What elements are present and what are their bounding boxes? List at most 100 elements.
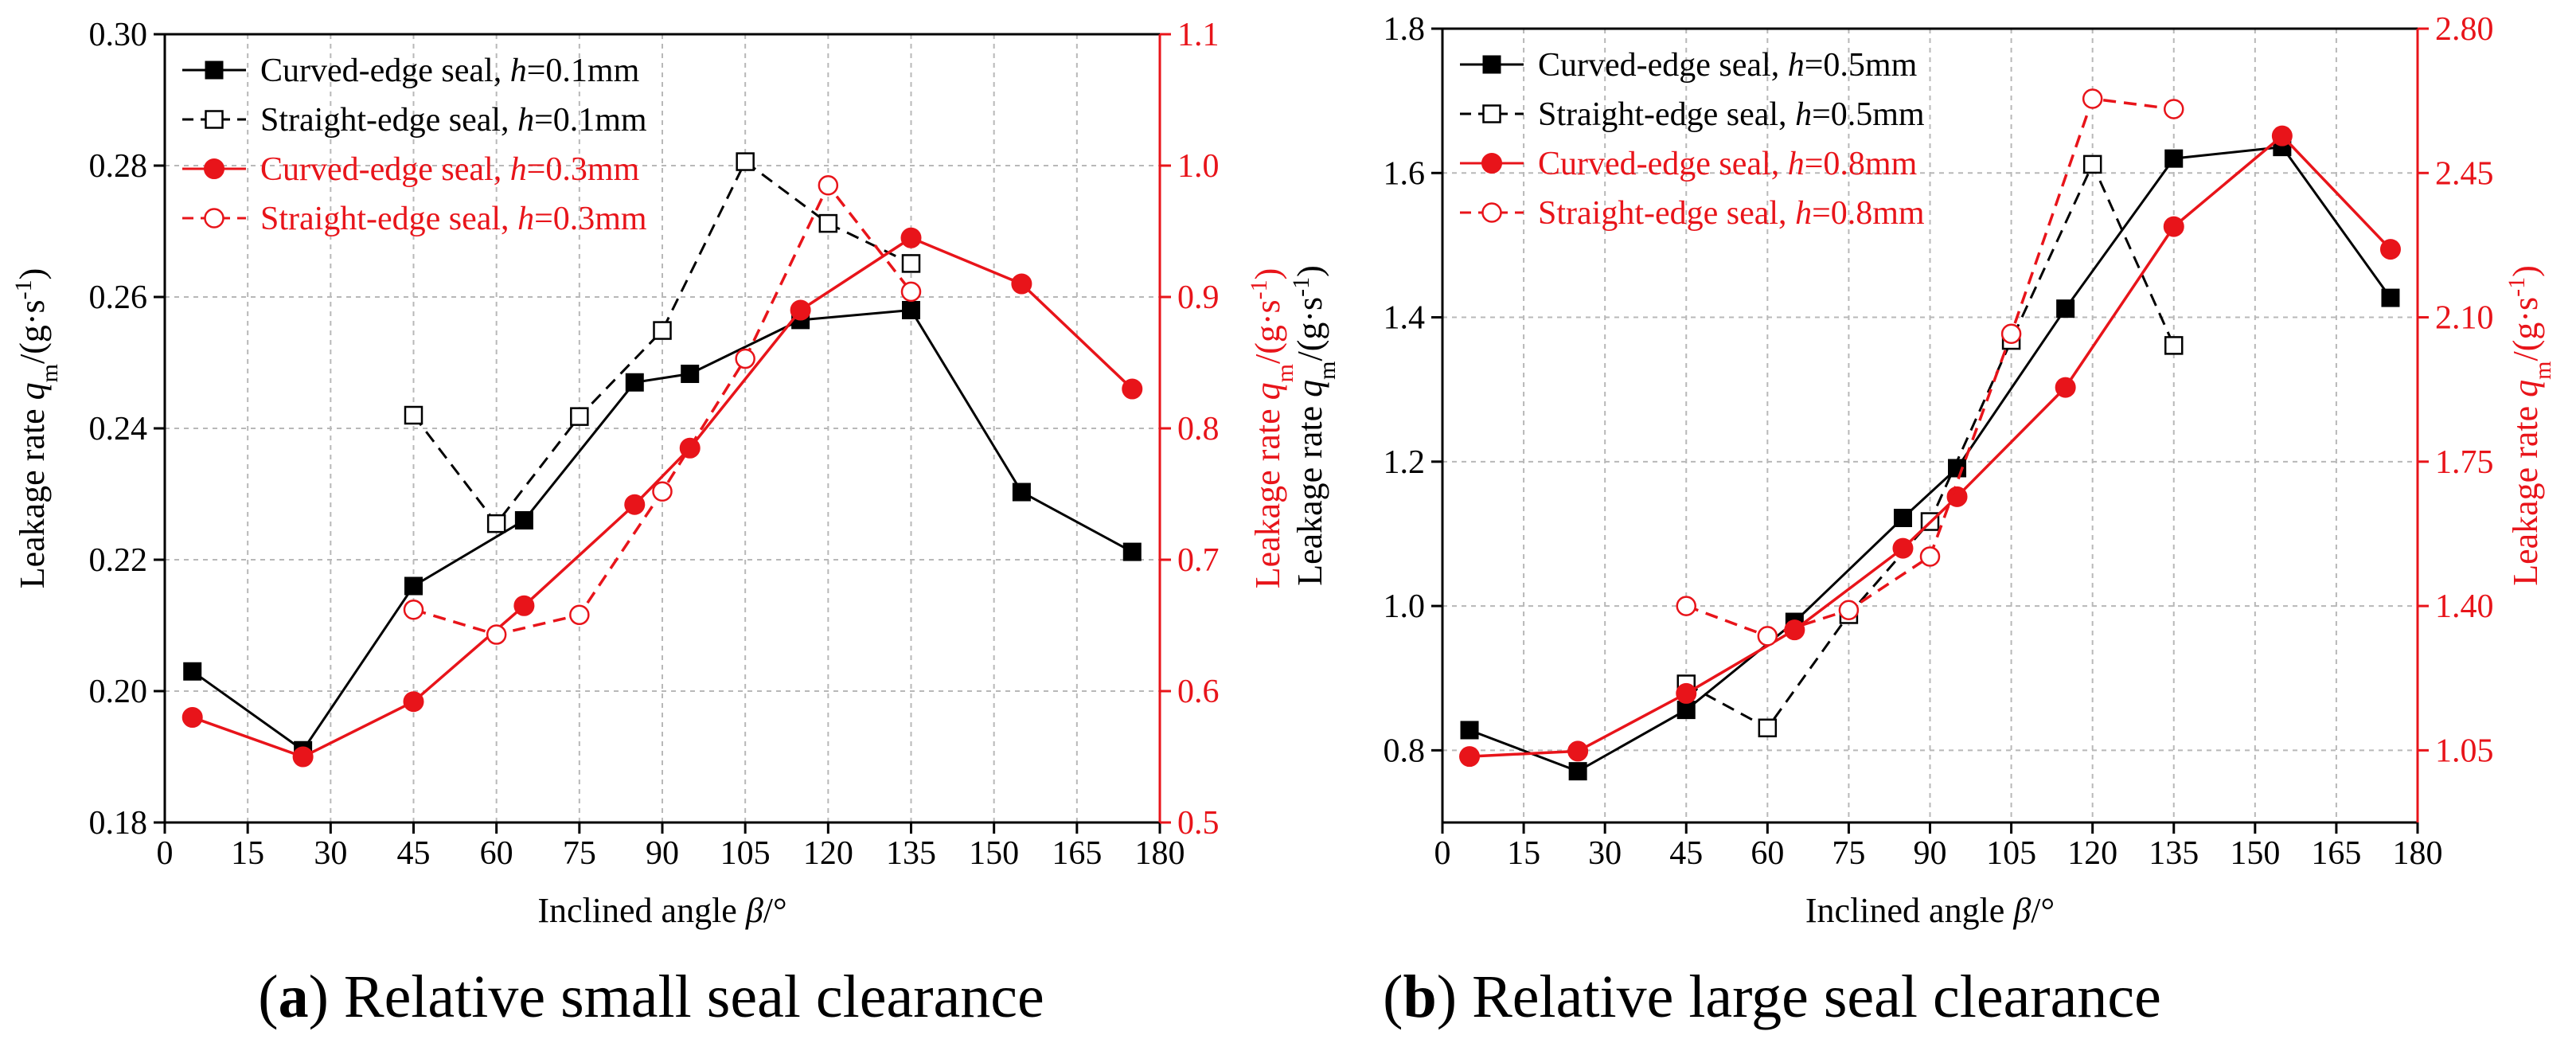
y-left-tick-label: 0.22 — [89, 542, 148, 579]
legend-entry-param: h — [510, 151, 527, 188]
y-left-tick-label: 1.6 — [1384, 155, 1426, 192]
data-point — [1838, 600, 1860, 621]
y-left-tick-label: 1.4 — [1384, 300, 1426, 337]
legend: Curved-edge seal, h=0.1mm Straight-edge s… — [182, 53, 647, 237]
y-left-tick-label: 1.0 — [1384, 588, 1426, 625]
data-point — [1011, 273, 1032, 295]
data-point — [1758, 718, 1778, 738]
legend-marker — [204, 158, 224, 179]
y-axis-left-label: Leakage rate qm/(g·s-1) — [1288, 265, 1341, 586]
legend-entry-value: =0.8mm — [1805, 146, 1918, 182]
x-tick-label: 0 — [157, 835, 174, 872]
legend-entry: Straight-edge seal, h=0.8mm — [1538, 195, 1925, 232]
y-right-tick-label: 1.40 — [2435, 588, 2494, 625]
data-point — [902, 301, 920, 319]
x-tick-label: 75 — [1832, 835, 1865, 872]
data-point — [2164, 99, 2184, 119]
data-point — [681, 365, 700, 384]
x-axis-label: Inclined angle β/° — [1805, 891, 2055, 930]
legend-entry-name: Straight-edge seal, — [1538, 195, 1795, 232]
data-point — [2164, 149, 2184, 168]
series-line — [1469, 134, 2392, 758]
caption-letter: a — [279, 963, 309, 1030]
y-left-tick-label: 1.8 — [1384, 11, 1426, 48]
data-point — [183, 662, 202, 681]
y-axis-left-label-symbol: q — [13, 382, 52, 400]
data-point — [625, 373, 644, 392]
data-point — [2056, 299, 2075, 318]
x-axis-label: Inclined angle β/° — [537, 891, 786, 930]
x-axis-label-prefix: Inclined angle — [537, 891, 745, 930]
data-point — [2055, 377, 2076, 398]
panel-caption: (a) Relative small seal clearance — [258, 963, 1044, 1030]
data-point — [2381, 288, 2400, 307]
legend-entry-name: Straight-edge seal, — [260, 201, 517, 237]
y-axis-right-label-suffix: /(g·s — [2506, 297, 2545, 361]
x-tick-label: 60 — [1751, 835, 1784, 872]
legend-entry-param: h — [1788, 47, 1805, 84]
y-axis-left-label-symbol: q — [1290, 380, 1329, 397]
legend-entry-value: =0.5mm — [1805, 47, 1918, 84]
legend-entry: Curved-edge seal, h=0.1mm — [260, 53, 640, 89]
data-point — [2082, 88, 2103, 109]
y-right-tick-label: 0.6 — [1177, 674, 1220, 710]
legend-entry-name: Curved-edge seal, — [260, 151, 510, 188]
data-point — [818, 175, 839, 196]
y-left-tick-label: 0.30 — [89, 17, 148, 53]
data-point — [2082, 154, 2102, 174]
y-axis-right-label-superscript: -1 — [1246, 279, 1272, 299]
data-point — [486, 514, 506, 533]
data-point — [513, 595, 535, 616]
x-tick-label: 45 — [397, 835, 431, 872]
chart-panel-b: 0 15 30 45 60 75 90 105 120 135 150 165 180 0.8 1.0 1.2… — [1288, 11, 2556, 1030]
y-axis-left-label-subscript: m — [1314, 361, 1341, 380]
legend-entry-name: Curved-edge seal, — [1538, 47, 1788, 84]
y-right-tick-label: 1.0 — [1177, 148, 1220, 185]
data-point — [1919, 546, 1941, 567]
y-axis-left-label-prefix: Leakage rate — [1290, 397, 1329, 586]
y-axis-left-label-superscript: -1 — [10, 279, 37, 299]
series-line — [1469, 146, 2392, 773]
y-axis-right-label-subscript: m — [2530, 361, 2556, 380]
x-tick-label: 150 — [969, 835, 1019, 872]
legend-entry: Curved-edge seal, h=0.3mm — [260, 151, 640, 188]
legend-entry-param: h — [517, 201, 534, 237]
legend-entry-param: h — [510, 53, 527, 89]
y-right-tick-label: 2.10 — [2435, 300, 2494, 337]
data-point — [403, 599, 424, 620]
x-tick-label: 90 — [646, 835, 679, 872]
y-right-tick-label: 0.5 — [1177, 805, 1220, 842]
y-left-tick-label: 1.2 — [1384, 444, 1426, 481]
y-axis-left-label-subscript: m — [37, 364, 63, 382]
legend-entry-value: =0.3mm — [534, 201, 647, 237]
data-point — [2379, 239, 2401, 260]
y-axis-right-label-symbol: q — [1248, 382, 1287, 400]
legend-entry: Straight-edge seal, h=0.3mm — [260, 201, 647, 237]
legend-entry-name: Curved-edge seal, — [1538, 146, 1788, 182]
y-right-tick-label: 0.8 — [1177, 411, 1220, 447]
y-left-tick-label: 0.28 — [89, 148, 148, 185]
series-2 — [404, 152, 921, 533]
caption-text: Relative large seal clearance — [1472, 963, 2161, 1030]
y-axis-right-label-prefix: Leakage rate — [2506, 397, 2545, 586]
y-axis-right-label-prefix: Leakage rate — [1248, 400, 1287, 588]
x-tick-label: 165 — [1052, 835, 1102, 872]
series-4 — [403, 175, 922, 645]
caption-close-paren: ) — [309, 963, 344, 1030]
data-point — [653, 321, 672, 340]
legend-entry-name: Curved-edge seal, — [260, 53, 510, 89]
y-right-tick-label: 1.75 — [2435, 444, 2494, 481]
series-3 — [181, 227, 1143, 768]
y-axis-left-label-end: ) — [1290, 265, 1329, 277]
data-point — [900, 227, 922, 248]
legend-marker — [1481, 202, 1502, 223]
data-point — [404, 576, 423, 596]
x-tick-label: 150 — [2230, 835, 2280, 872]
legend-marker — [205, 61, 224, 80]
data-point — [1567, 740, 1589, 762]
caption-letter: b — [1403, 963, 1436, 1030]
y-axis-left-label-suffix: /(g·s — [13, 299, 52, 364]
y-axis-left-label-end: ) — [13, 268, 52, 280]
y-right-tick-label: 2.45 — [2435, 155, 2494, 192]
data-point — [1568, 762, 1587, 781]
